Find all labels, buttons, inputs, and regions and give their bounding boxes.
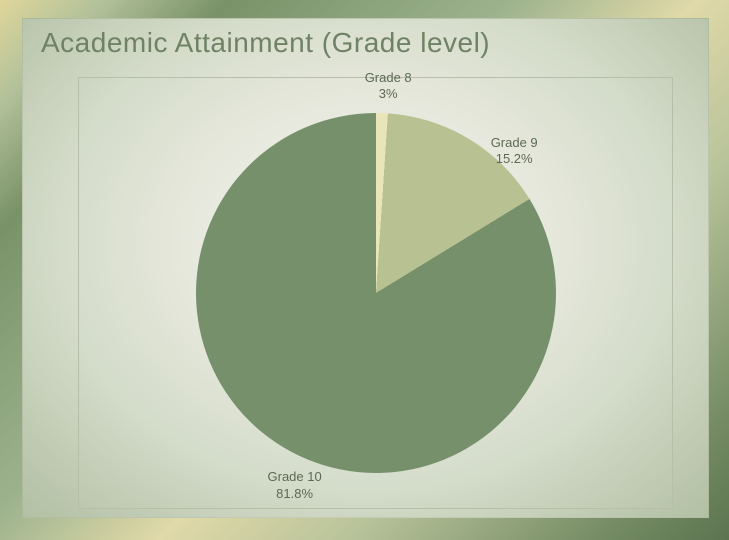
slice-pct: 3% — [365, 86, 412, 102]
chart-title: Academic Attainment (Grade level) — [41, 27, 490, 59]
slice-name: Grade 8 — [365, 70, 412, 85]
slice-name: Grade 9 — [491, 135, 538, 150]
slide-panel: Academic Attainment (Grade level) Grade … — [22, 18, 709, 518]
slice-pct: 15.2% — [491, 151, 538, 167]
slice-label-grade-10: Grade 10 81.8% — [268, 469, 322, 502]
chart-plot-area: Grade 8 3% Grade 9 15.2% Grade 10 81.8% — [78, 77, 673, 509]
slice-name: Grade 10 — [268, 469, 322, 484]
slide-frame: Academic Attainment (Grade level) Grade … — [0, 0, 729, 540]
slice-label-grade-9: Grade 9 15.2% — [491, 135, 538, 168]
slice-pct: 81.8% — [268, 486, 322, 502]
slice-label-grade-8: Grade 8 3% — [365, 70, 412, 103]
pie-wrap: Grade 8 3% Grade 9 15.2% Grade 10 81.8% — [196, 113, 556, 473]
